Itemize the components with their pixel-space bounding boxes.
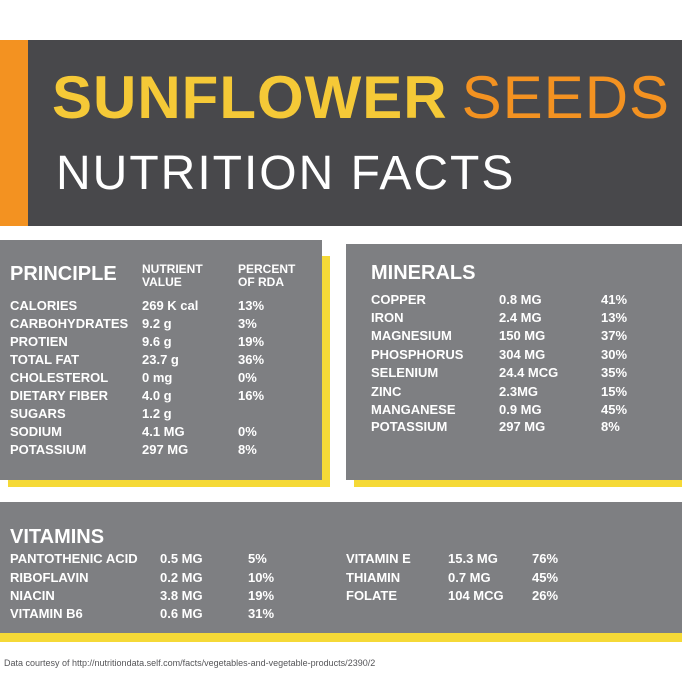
mineral-value: 2.3MG	[499, 384, 539, 399]
mineral-value: 304 MG	[499, 347, 546, 362]
vitamin-name: THIAMIN	[346, 570, 401, 585]
mineral-name: POTASSIUM	[371, 419, 448, 434]
nutrient-value: 23.7 g	[142, 352, 179, 367]
vitamins-title: VITAMINS	[10, 526, 105, 548]
page-subtitle: NUTRITION FACTS	[56, 147, 516, 200]
nutrient-name: CALORIES	[10, 298, 78, 313]
vitamin-name: VITAMIN E	[346, 551, 411, 566]
vitamin-rda: 45%	[532, 570, 559, 585]
principle-title: PRINCIPLE	[10, 263, 117, 285]
mineral-rda: 37%	[601, 328, 628, 343]
mineral-name: MANGANESE	[371, 402, 456, 417]
nutrient-rda: 8%	[238, 442, 257, 457]
vitamin-rda: 76%	[532, 551, 559, 566]
vitamin-name: PANTOTHENIC ACID	[10, 551, 138, 566]
nutrient-name: SUGARS	[10, 406, 66, 421]
minerals-title: MINERALS	[371, 262, 476, 284]
nutrient-rda: 19%	[238, 334, 265, 349]
mineral-rda: 15%	[601, 384, 628, 399]
mineral-name: IRON	[371, 310, 404, 325]
mineral-name: ZINC	[371, 384, 402, 399]
mineral-name: PHOSPHORUS	[371, 347, 464, 362]
vitamin-rda: 31%	[248, 606, 275, 621]
nutrient-rda: 36%	[238, 352, 265, 367]
principle-panel: PRINCIPLE NUTRIENT VALUE PERCENT OF RDA …	[0, 240, 322, 480]
mineral-value: 24.4 MCG	[499, 365, 559, 380]
header-banner	[0, 40, 682, 226]
nutrient-value: 269 K cal	[142, 298, 199, 313]
vitamin-value: 3.8 MG	[160, 588, 203, 603]
minerals-panel: MINERALS COPPER 0.8 MG 41% IRON 2.4 MG 1…	[346, 244, 682, 480]
vitamin-value: 0.5 MG	[160, 551, 203, 566]
percent-rda-header: PERCENT OF RDA	[238, 263, 295, 289]
nutrient-name: CARBOHYDRATES	[10, 316, 129, 331]
nutrient-value: 1.2 g	[142, 406, 172, 421]
nutrient-value: 4.0 g	[142, 388, 172, 403]
vitamin-name: RIBOFLAVIN	[10, 570, 89, 585]
vitamin-value: 104 MCG	[448, 588, 504, 603]
mineral-rda: 45%	[601, 402, 628, 417]
mineral-rda: 8%	[601, 419, 620, 434]
vitamin-name: VITAMIN B6	[10, 606, 83, 621]
mineral-rda: 35%	[601, 365, 628, 380]
vitamin-rda: 10%	[248, 570, 275, 585]
nutrient-value-header: NUTRIENT VALUE	[142, 263, 203, 289]
vitamin-value: 0.2 MG	[160, 570, 203, 585]
title-bold: SUNFLOWER	[52, 64, 448, 131]
vitamins-panel: VITAMINS PANTOTHENIC ACID 0.5 MG 5% RIBO…	[0, 502, 682, 633]
data-credit: Data courtesy of http://nutritiondata.se…	[4, 658, 376, 668]
vitamin-value: 0.7 MG	[448, 570, 491, 585]
nutrient-value-header-line2: VALUE	[142, 275, 182, 289]
nutrient-value-header-line1: NUTRIENT	[142, 262, 203, 276]
mineral-rda: 30%	[601, 347, 628, 362]
vitamin-value: 0.6 MG	[160, 606, 203, 621]
nutrient-value: 4.1 MG	[142, 424, 185, 439]
nutrient-rda: 3%	[238, 316, 257, 331]
percent-rda-header-line1: PERCENT	[238, 262, 296, 276]
vitamin-value: 15.3 MG	[448, 551, 498, 566]
mineral-value: 2.4 MG	[499, 310, 542, 325]
mineral-rda: 41%	[601, 292, 628, 307]
mineral-name: MAGNESIUM	[371, 328, 452, 343]
mineral-name: COPPER	[371, 292, 426, 307]
nutrient-value: 297 MG	[142, 442, 189, 457]
nutrient-rda: 0%	[238, 370, 257, 385]
nutrient-name: DIETARY FIBER	[10, 388, 108, 403]
mineral-rda: 13%	[601, 310, 628, 325]
nutrient-value: 0 mg	[142, 370, 173, 385]
nutrient-rda: 13%	[238, 298, 265, 313]
nutrient-value: 9.6 g	[142, 334, 172, 349]
mineral-value: 297 MG	[499, 419, 546, 434]
vitamin-name: FOLATE	[346, 588, 398, 603]
nutrient-value: 9.2 g	[142, 316, 172, 331]
title-light: SEEDS	[461, 64, 671, 131]
vitamin-rda: 19%	[248, 588, 275, 603]
mineral-name: SELENIUM	[371, 365, 439, 380]
percent-rda-header-line2: OF RDA	[238, 275, 284, 289]
mineral-value: 0.9 MG	[499, 402, 542, 417]
nutrient-name: CHOLESTEROL	[10, 370, 109, 385]
mineral-value: 150 MG	[499, 328, 546, 343]
header-accent-bar	[0, 40, 28, 226]
mineral-value: 0.8 MG	[499, 292, 542, 307]
vitamin-name: NIACIN	[10, 588, 55, 603]
nutrient-rda: 16%	[238, 388, 265, 403]
nutrient-name: SODIUM	[10, 424, 62, 439]
nutrient-name: POTASSIUM	[10, 442, 87, 457]
vitamin-rda: 26%	[532, 588, 559, 603]
page-title: SUNFLOWER SEEDS	[52, 68, 670, 128]
nutrient-name: TOTAL FAT	[10, 352, 80, 367]
vitamin-rda: 5%	[248, 551, 267, 566]
nutrient-name: PROTIEN	[10, 334, 68, 349]
nutrient-rda: 0%	[238, 424, 257, 439]
